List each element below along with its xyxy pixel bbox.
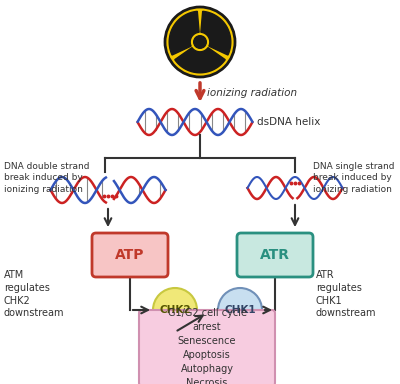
- Text: ATR
regulates
CHK1
downstream: ATR regulates CHK1 downstream: [316, 270, 376, 318]
- Text: CHK2: CHK2: [159, 305, 191, 315]
- Text: DNA single strand
break induced by
ionizing radiation: DNA single strand break induced by ioniz…: [313, 162, 394, 194]
- Circle shape: [165, 7, 235, 77]
- FancyBboxPatch shape: [139, 310, 275, 384]
- Polygon shape: [201, 11, 231, 55]
- Text: ATM
regulates
CHK2
downstream: ATM regulates CHK2 downstream: [4, 270, 64, 318]
- FancyBboxPatch shape: [237, 233, 313, 277]
- Text: ATP: ATP: [115, 248, 145, 262]
- Text: G1/G2 cell cycle
arrest
Senescence
Apoptosis
Autophagy
Necrosis: G1/G2 cell cycle arrest Senescence Apopt…: [168, 308, 246, 384]
- Polygon shape: [169, 11, 199, 55]
- Text: CHK1: CHK1: [224, 305, 256, 315]
- Text: ATR: ATR: [260, 248, 290, 262]
- Text: DNA double strand
break induced by
ionizing radiation: DNA double strand break induced by ioniz…: [4, 162, 90, 194]
- Text: dsDNA helix: dsDNA helix: [257, 117, 320, 127]
- Circle shape: [153, 288, 197, 332]
- Circle shape: [218, 288, 262, 332]
- Polygon shape: [175, 48, 225, 73]
- Circle shape: [194, 36, 206, 48]
- Text: ionizing radiation: ionizing radiation: [207, 88, 297, 98]
- FancyBboxPatch shape: [92, 233, 168, 277]
